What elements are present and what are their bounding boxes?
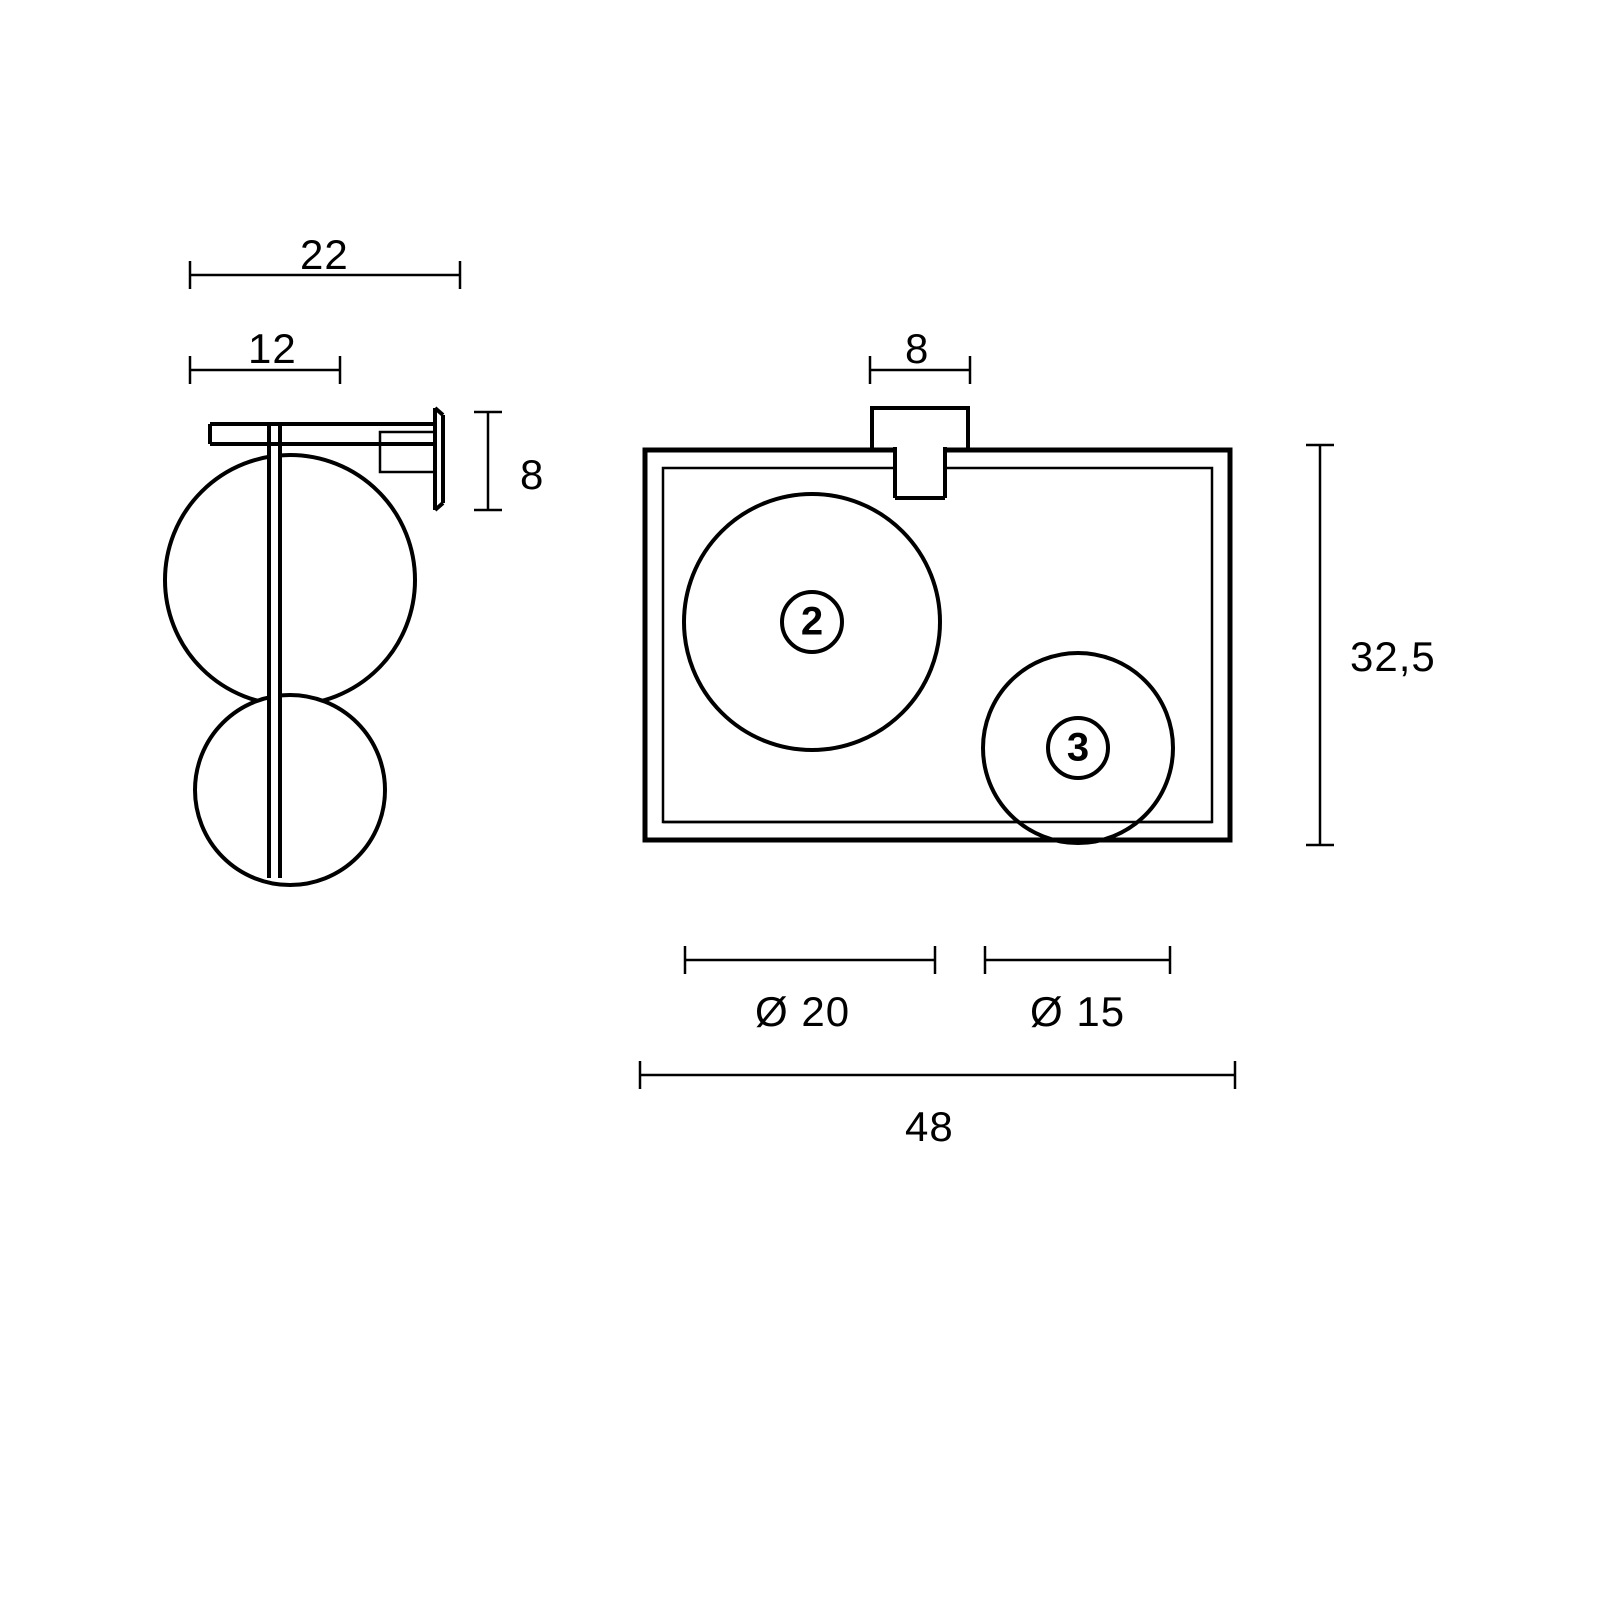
dim-label: 12 (248, 325, 297, 372)
front-view: 23 (645, 408, 1230, 843)
dim-label: 8 (905, 325, 929, 372)
dim-label: Ø 20 (755, 988, 850, 1035)
callout-label-3: 3 (1067, 726, 1089, 770)
dim-label: 32,5 (1350, 633, 1436, 680)
dim-label: Ø 15 (1030, 988, 1125, 1035)
side-view (165, 408, 443, 885)
dim-label: 48 (905, 1103, 954, 1150)
dim-label: 22 (300, 231, 349, 278)
technical-drawing: 2322128832,5Ø 20Ø 1548 (0, 0, 1600, 1600)
callout-label-2: 2 (801, 600, 823, 644)
dim-label: 8 (520, 451, 544, 498)
